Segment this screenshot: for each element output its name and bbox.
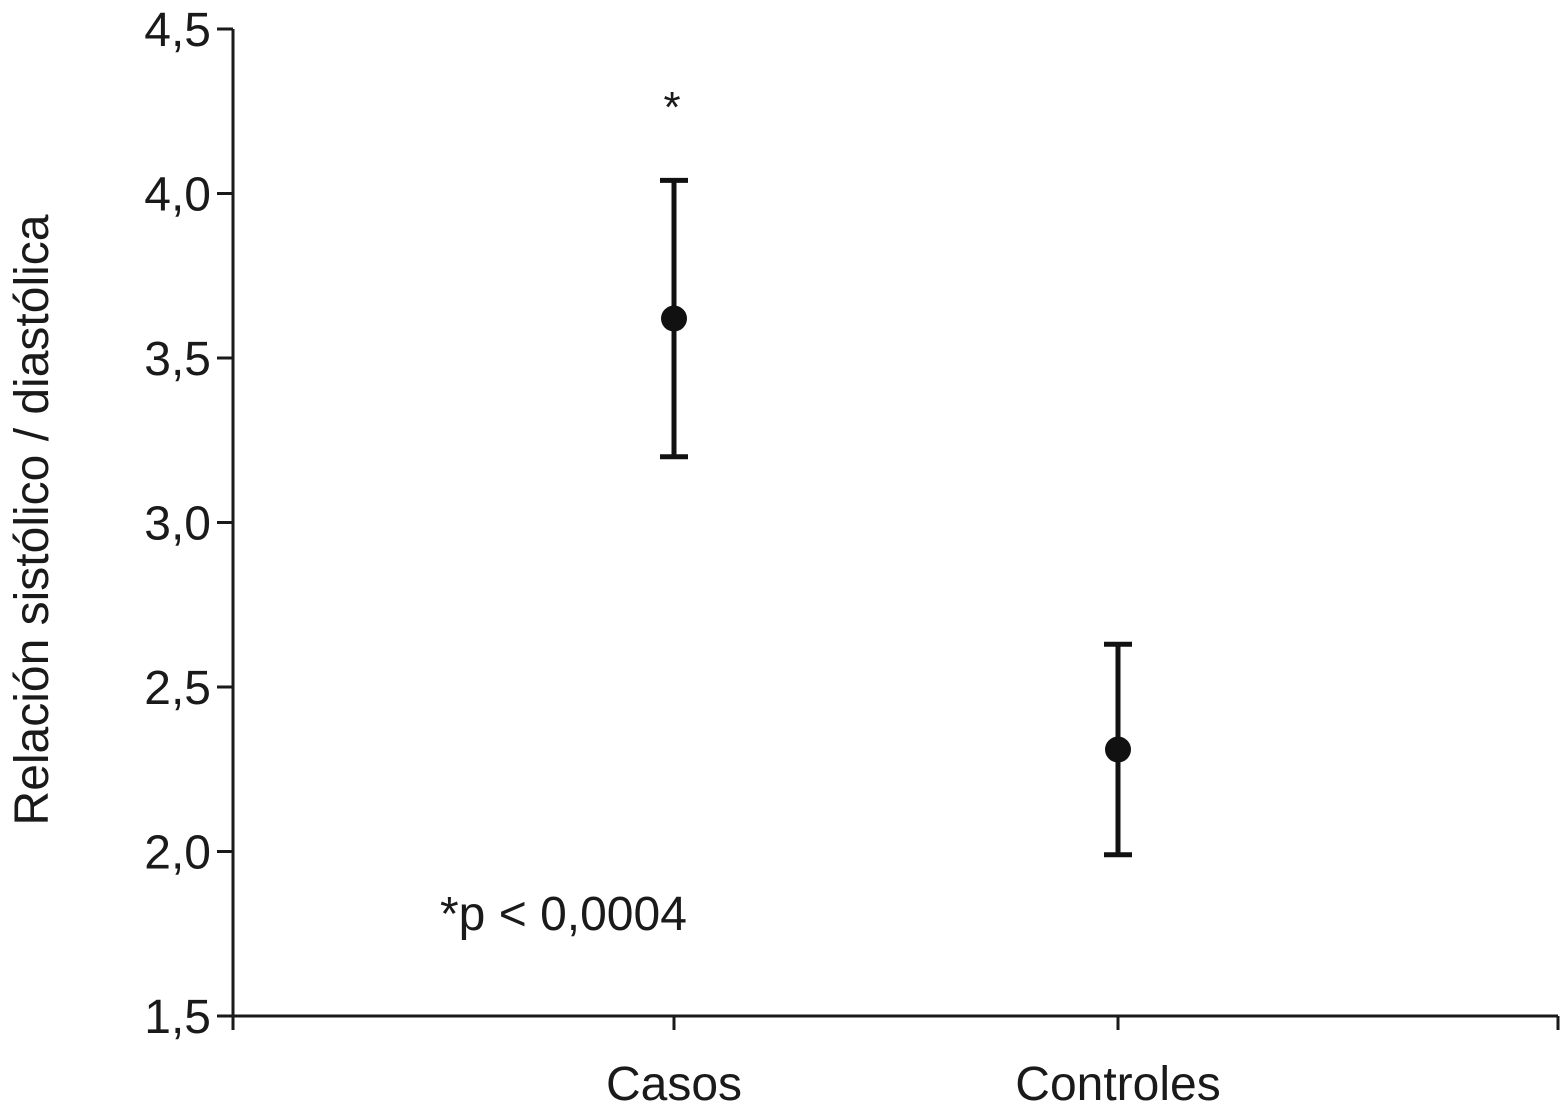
x-ticks: Casos Controles [231, 1016, 1560, 1111]
data-marks [660, 177, 1132, 858]
y-tick-label: 2,0 [144, 827, 211, 880]
data-point [661, 305, 687, 332]
y-tick-label: 3,0 [144, 498, 211, 551]
y-tick-label: 1,5 [144, 991, 211, 1044]
x-tick-label: Casos [606, 1058, 742, 1111]
y-axis-title: Relación sistólico / diastólica [6, 214, 59, 825]
p-value-annotation: *p < 0,0004 [440, 888, 687, 941]
y-tick-label: 3,5 [144, 333, 211, 386]
axes [231, 29, 1558, 1018]
y-tick-label: 4,5 [144, 4, 211, 57]
significance-asterisk: * [663, 83, 680, 132]
y-tick-label: 4,0 [144, 169, 211, 222]
data-point [1105, 736, 1131, 763]
y-tick-label: 2,5 [144, 662, 211, 715]
x-tick-label: Controles [1015, 1058, 1220, 1111]
y-ticks: 1,5 2,0 2,5 3,0 3,5 4,0 4,5 [144, 4, 233, 1044]
